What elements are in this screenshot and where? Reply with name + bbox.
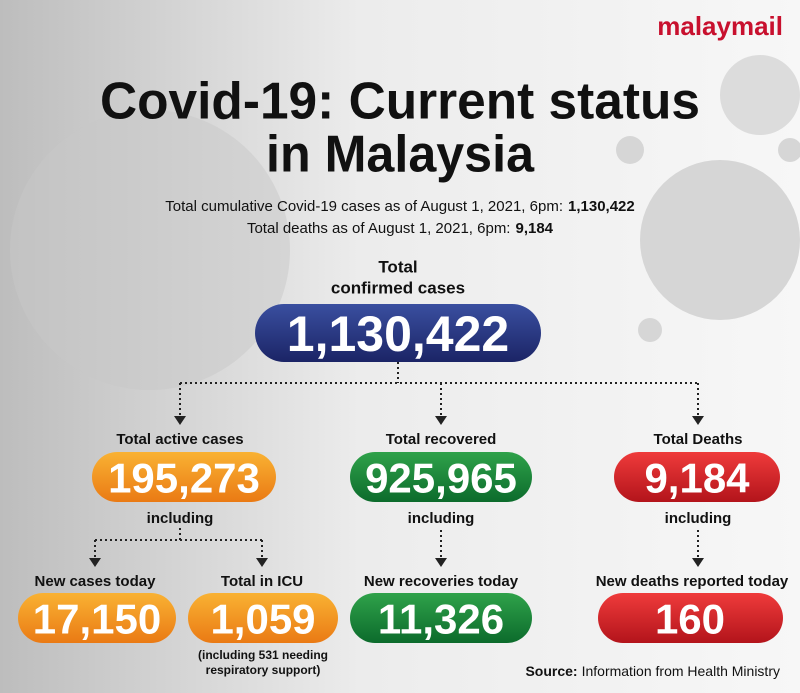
- icu-note: respiratory support): [206, 663, 321, 677]
- total-pill: [255, 304, 541, 362]
- source-label: Source:: [525, 663, 577, 679]
- virus-decoration: [10, 55, 800, 390]
- icu-note: (including 531 needing: [198, 648, 328, 662]
- logo: malaymail: [657, 11, 783, 41]
- title: in Malaysia: [266, 126, 535, 184]
- including-label: including: [147, 510, 214, 527]
- detail-pill: [188, 593, 338, 643]
- branch-value: 9,184: [644, 455, 750, 502]
- subtitle-text: Total cumulative Covid-19 cases as of Au…: [165, 198, 563, 215]
- total-label: Total: [378, 257, 417, 276]
- subtitle: Total deaths as of August 1, 2021, 6pm: 9…: [247, 220, 554, 237]
- branch-pill: [614, 452, 780, 502]
- detail-value: 160: [655, 596, 725, 643]
- source: Source: Information from Health Ministry: [525, 663, 780, 679]
- branch-pill: [92, 452, 276, 502]
- detail-label: New recoveries today: [364, 573, 519, 590]
- detail-value: 1,059: [210, 596, 315, 643]
- subtitle-value: 9,184: [515, 220, 553, 237]
- branch-value: 925,965: [365, 455, 517, 502]
- detail-pill: [598, 593, 783, 643]
- detail-value: 17,150: [33, 596, 161, 643]
- subtitle: Total cumulative Covid-19 cases as of Au…: [165, 198, 634, 215]
- source-text: Information from Health Ministry: [582, 663, 780, 679]
- branch-value: 195,273: [108, 455, 260, 502]
- total-value: 1,130,422: [287, 306, 509, 362]
- detail-pill: [350, 593, 532, 643]
- subtitle-value: 1,130,422: [568, 198, 635, 215]
- subtitle-text: Total deaths as of August 1, 2021, 6pm:: [247, 220, 511, 237]
- including-label: including: [665, 510, 732, 527]
- branch-label: Total active cases: [116, 431, 243, 448]
- branch-pill: [350, 452, 532, 502]
- connectors: [89, 362, 704, 567]
- detail-label: New cases today: [35, 573, 157, 590]
- detail-label: New deaths reported today: [596, 573, 789, 590]
- branch-label: Total recovered: [386, 431, 497, 448]
- total-label: confirmed cases: [331, 278, 465, 297]
- title: Covid-19: Current status: [100, 73, 700, 131]
- detail-label: Total in ICU: [221, 573, 303, 590]
- detail-value: 11,326: [378, 596, 504, 643]
- branch-label: Total Deaths: [654, 431, 743, 448]
- detail-pill: [18, 593, 176, 643]
- including-label: including: [408, 510, 475, 527]
